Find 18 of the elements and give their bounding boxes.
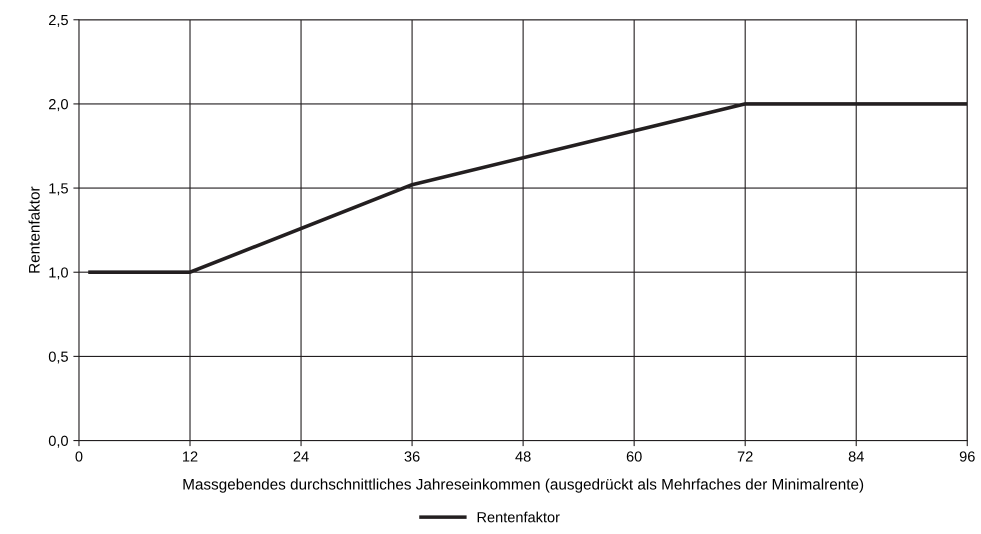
y-tick-label: 1,5 xyxy=(49,183,68,196)
x-axis-title: Massgebendes durchschnittliches Jahreseinkommen (ausgedrückt als Mehrfaches der Minimalrente) xyxy=(183,478,864,493)
legend-label: Rentenfaktor xyxy=(478,512,560,522)
y-tick-label: 2,0 xyxy=(49,99,68,112)
x-tick-label: 72 xyxy=(738,451,753,462)
y-axis-title: Rentenfaktor xyxy=(28,186,40,273)
x-tick-label: 60 xyxy=(626,451,642,462)
x-tick-label: 96 xyxy=(960,451,975,462)
y-tick-label: 0,0 xyxy=(48,436,68,448)
y-tick-label: 2,5 xyxy=(49,14,68,27)
y-tick-label: 1,0 xyxy=(49,267,68,280)
x-tick-label: 84 xyxy=(848,451,864,462)
x-tick-label: 12 xyxy=(183,451,198,462)
x-tick-label: 0 xyxy=(75,451,82,462)
y-tick-label: 0,5 xyxy=(48,351,68,364)
x-tick-label: 36 xyxy=(404,451,420,462)
x-tick-label: 48 xyxy=(515,451,531,462)
x-tick-label: 24 xyxy=(294,451,309,462)
